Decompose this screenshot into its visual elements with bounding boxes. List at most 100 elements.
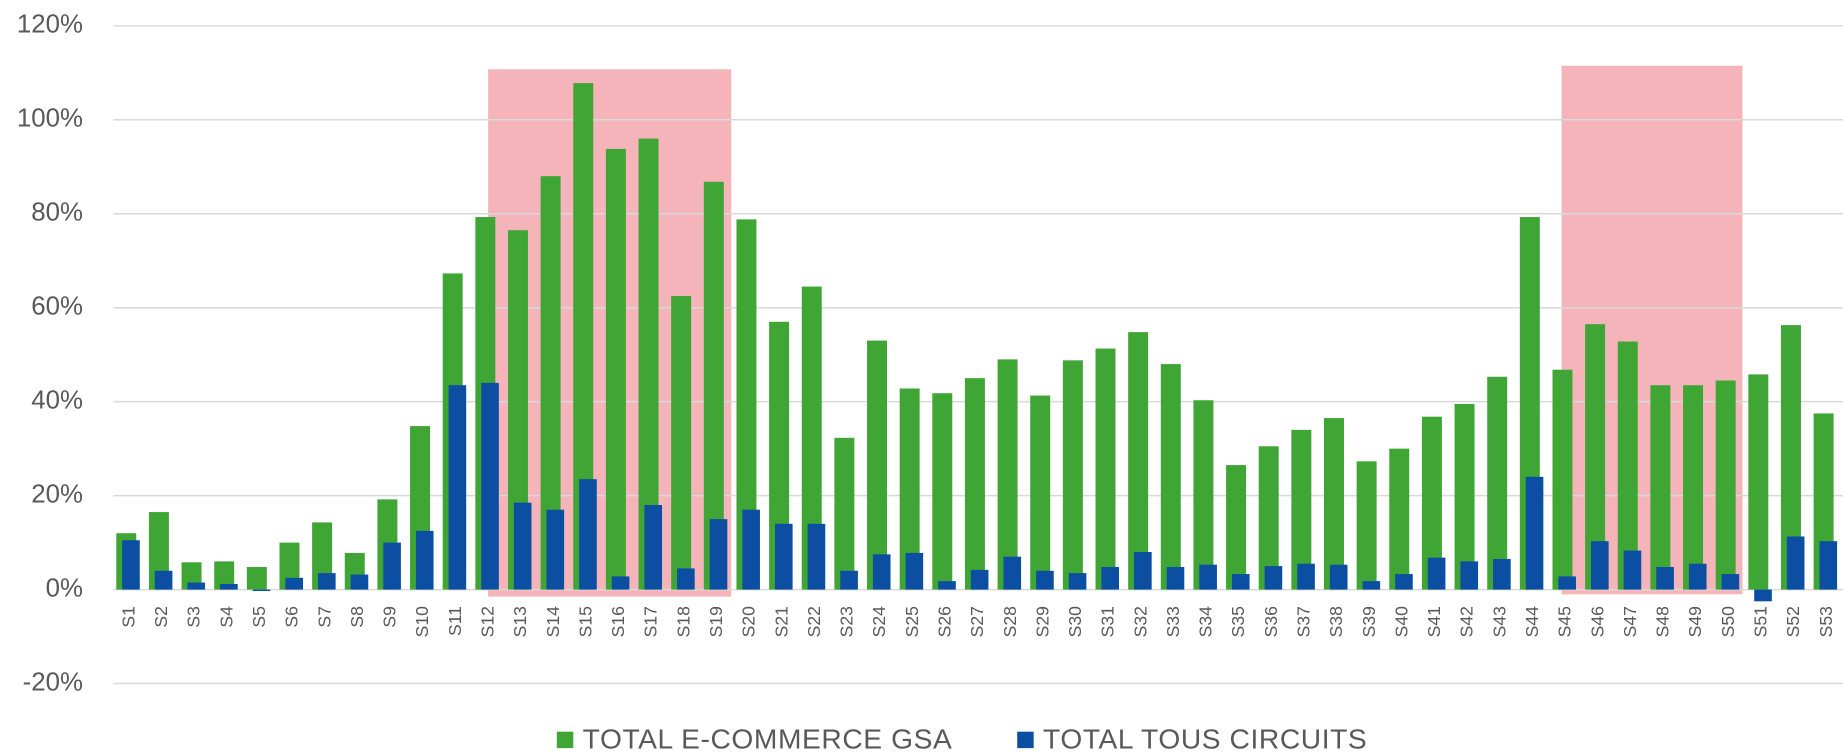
legend-swatch (556, 731, 574, 749)
x-tick-label: S46 (1587, 606, 1607, 638)
x-tick-label: S10 (412, 606, 432, 638)
x-tick-label: S1 (118, 606, 138, 628)
bar (154, 570, 173, 590)
bar (1558, 576, 1576, 590)
bar (1715, 380, 1736, 590)
x-tick-label: S11 (445, 606, 465, 636)
bar (1591, 541, 1609, 590)
x-tick-label: S5 (249, 606, 269, 628)
x-tick-label: S17 (641, 606, 661, 637)
bar (246, 567, 267, 590)
x-tick-label: S16 (608, 606, 628, 638)
bar (318, 573, 336, 590)
bar (644, 505, 663, 590)
bar (507, 230, 528, 590)
bar (905, 552, 924, 590)
bar (1036, 570, 1054, 590)
bar (703, 181, 724, 590)
bar (1166, 567, 1185, 590)
x-tick-label: S21 (771, 606, 791, 637)
bar (1683, 385, 1704, 590)
x-tick-label: S33 (1163, 606, 1183, 638)
bar (383, 542, 401, 590)
bar (1128, 332, 1149, 590)
y-tick-label: 0% (46, 574, 83, 602)
y-tick-label: 100% (17, 105, 83, 133)
bar (513, 502, 532, 590)
bar (1819, 541, 1838, 590)
bar (807, 523, 826, 590)
y-tick-label: 120% (17, 11, 83, 39)
bar (964, 378, 985, 590)
x-tick-label: S32 (1130, 606, 1150, 637)
bar (1395, 574, 1413, 590)
x-tick-label: S37 (1294, 606, 1314, 637)
bar (448, 385, 467, 590)
x-tick-label: S31 (1098, 606, 1118, 637)
x-tick-label: S35 (1228, 606, 1248, 638)
bar (1525, 476, 1544, 590)
x-tick-label: S27 (967, 606, 987, 637)
x-tick-label: S22 (804, 606, 824, 637)
y-tick-label: 60% (31, 293, 83, 321)
x-tick-label: S36 (1261, 606, 1281, 638)
x-tick-label: S45 (1555, 606, 1575, 638)
y-tick-label: 80% (31, 199, 83, 227)
bar (1780, 325, 1801, 590)
bar (1258, 446, 1279, 590)
x-tick-label: S51 (1751, 606, 1771, 637)
bar (1487, 376, 1508, 590)
x-tick-label: S29 (1032, 606, 1052, 637)
bar (1291, 429, 1312, 590)
bar (774, 523, 793, 590)
bar (1101, 567, 1120, 590)
bar (214, 561, 235, 590)
x-tick-label: S30 (1065, 606, 1085, 638)
x-tick-label: S19 (706, 606, 726, 637)
bar (579, 479, 597, 590)
bar (938, 581, 956, 590)
bar (1297, 563, 1315, 590)
x-tick-label: S23 (837, 606, 857, 638)
x-tick-label: S39 (1359, 606, 1379, 637)
bar (742, 509, 760, 590)
bar (997, 359, 1018, 590)
x-tick-label: S12 (478, 606, 498, 637)
bar (1493, 559, 1511, 590)
bar (1460, 561, 1479, 590)
bar (1688, 563, 1707, 590)
bar (1193, 400, 1214, 590)
bar (1231, 574, 1250, 590)
bar (1650, 385, 1671, 590)
x-tick-label: S3 (184, 606, 204, 628)
bar (736, 219, 757, 590)
bar (187, 582, 206, 590)
bar (1134, 551, 1152, 590)
x-tick-label: S13 (510, 606, 530, 638)
x-tick-label: S40 (1391, 606, 1411, 638)
bar (1095, 348, 1116, 590)
bar (709, 519, 728, 590)
bar (1754, 589, 1772, 602)
bar (285, 577, 303, 590)
bar (1585, 324, 1606, 590)
y-tick-label: 20% (31, 480, 83, 508)
bar (1721, 574, 1740, 590)
x-tick-label: S50 (1718, 606, 1738, 638)
bar (769, 321, 790, 590)
x-tick-label: S34 (1196, 606, 1216, 638)
x-tick-label: S14 (543, 606, 563, 638)
x-tick-label: S7 (314, 606, 334, 628)
bar (1062, 360, 1083, 590)
bar (540, 176, 561, 590)
x-tick-label: S52 (1783, 606, 1803, 637)
bar (1617, 341, 1638, 590)
x-tick-label: S4 (216, 606, 236, 628)
x-tick-label: S25 (902, 606, 922, 638)
bar (605, 148, 626, 590)
bar (220, 583, 238, 590)
x-tick-label: S8 (347, 606, 367, 628)
legend-label: TOTAL TOUS CIRCUITS (1043, 723, 1367, 754)
